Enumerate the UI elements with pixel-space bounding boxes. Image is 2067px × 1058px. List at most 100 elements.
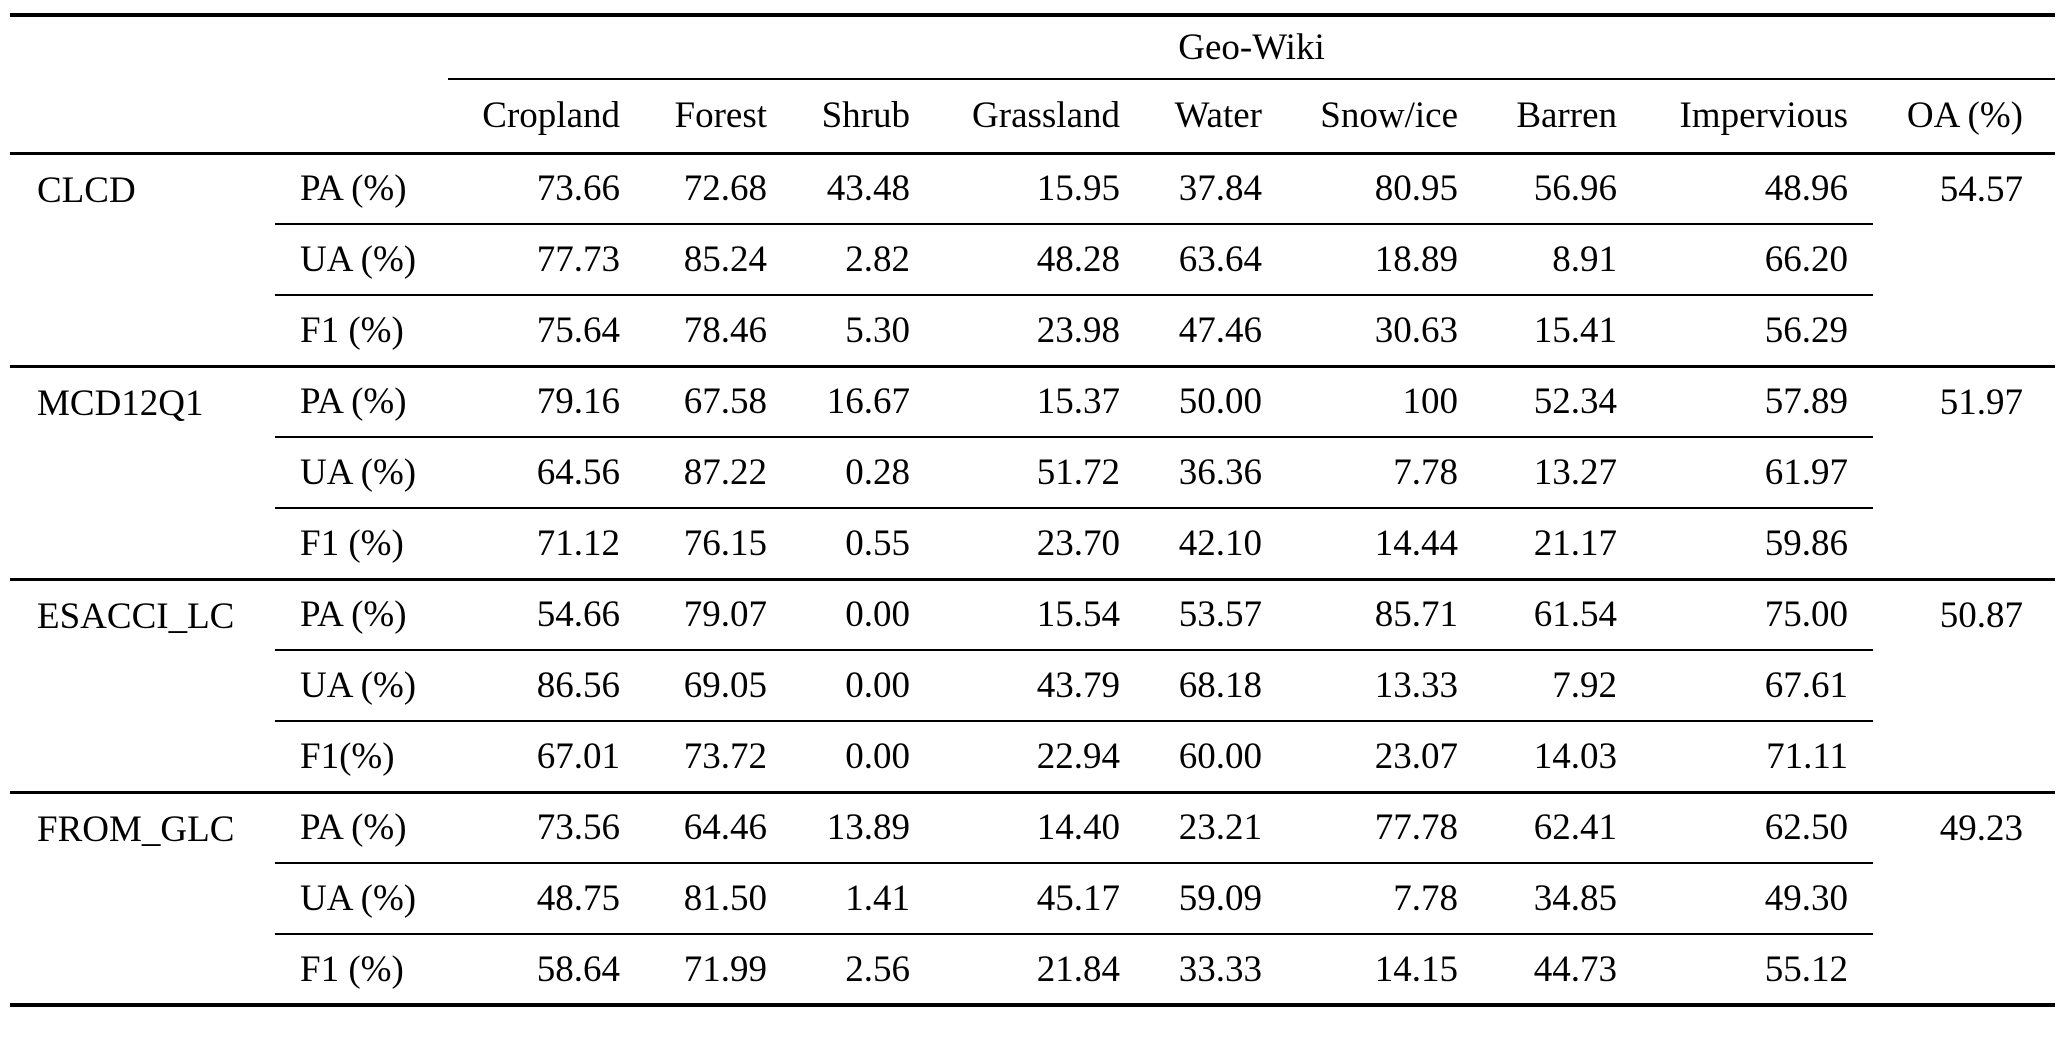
metric-label: PA (%) <box>275 579 448 651</box>
oa-cell <box>1873 295 2055 368</box>
value-cell: 73.56 <box>448 792 645 864</box>
value-cell: 51.72 <box>935 437 1145 509</box>
column-header: OA (%) <box>1873 79 2055 155</box>
value-cell: 48.28 <box>935 224 1145 296</box>
value-cell: 0.55 <box>792 508 935 581</box>
value-cell: 23.21 <box>1145 792 1287 864</box>
metric-label: PA (%) <box>275 792 448 864</box>
value-cell: 7.78 <box>1287 863 1483 935</box>
table-row: CLCD PA (%) 73.66 72.68 43.48 15.95 37.84 80.95… <box>10 153 2055 368</box>
value-cell: 48.75 <box>448 863 645 935</box>
value-cell: 57.89 <box>1642 366 1873 438</box>
value-cell: 33.33 <box>1178 948 1262 990</box>
value-cell: 8.91 <box>1483 224 1642 296</box>
value-cell: 37.84 <box>1145 153 1287 225</box>
group-header: Geo-Wiki <box>448 15 2055 80</box>
column-header: Barren <box>1483 79 1642 155</box>
value-cell: 48.96 <box>1642 153 1873 225</box>
value-cell: 59.09 <box>1145 863 1287 935</box>
metric-label: UA (%) <box>275 863 448 935</box>
value-cell: 0.00 <box>792 650 935 722</box>
column-header: Snow/ice <box>1287 79 1483 155</box>
value-cell: 72.68 <box>645 153 792 225</box>
value-cell: 14.44 <box>1287 508 1483 581</box>
column-header-row: Cropland Forest Shrub Grassland Water Snow/ic… <box>10 79 2055 155</box>
table-row: UA (%) 86.56 69.05 0.00 43.79 68.18 13.33 7.92 6… <box>10 650 2055 722</box>
value-cell: 58.64 <box>536 948 620 990</box>
oa-cell <box>1873 224 2055 295</box>
table-row: F1 (%) 75.64 78.46 5.30 23.98 47.46 30.63 15.41… <box>10 295 2055 368</box>
value-cell: 13.27 <box>1483 437 1642 509</box>
value-cell: 14.40 <box>935 792 1145 864</box>
value-cell: 0.28 <box>792 437 935 509</box>
metric-label: F1(%) <box>275 721 448 794</box>
value-cell: 71.12 <box>448 508 645 581</box>
value-cell: 55.12 <box>1764 948 1848 990</box>
metric-label: PA (%) <box>275 153 448 225</box>
value-cell: 80.95 <box>1287 153 1483 225</box>
oa-cell <box>1873 934 2055 1005</box>
table-row: UA (%) 77.73 85.24 2.82 48.28 63.64 18.89 8.91 6… <box>10 224 2055 296</box>
value-cell: 0.00 <box>792 579 935 651</box>
column-header: Shrub <box>792 79 935 155</box>
value-cell: 67.61 <box>1642 650 1873 722</box>
oa-cell <box>1873 863 2055 934</box>
value-cell: 43.48 <box>792 153 935 225</box>
value-cell: 77.78 <box>1287 792 1483 864</box>
value-cell: 56.96 <box>1483 153 1642 225</box>
product-label: FROM_GLC <box>37 808 235 850</box>
value-cell: 14.03 <box>1483 721 1642 794</box>
metric-label: UA (%) <box>275 650 448 722</box>
oa-cell: 49.23 <box>1939 807 2023 849</box>
value-cell: 61.54 <box>1483 579 1642 651</box>
value-cell: 77.73 <box>448 224 645 296</box>
value-cell: 79.16 <box>448 366 645 438</box>
value-cell: 23.70 <box>935 508 1145 581</box>
value-cell: 13.33 <box>1287 650 1483 722</box>
oa-cell: 51.97 <box>1939 381 2023 423</box>
empty-corner <box>10 15 448 79</box>
value-cell: 23.98 <box>935 295 1145 368</box>
value-cell: 100 <box>1287 366 1483 438</box>
value-cell: 67.58 <box>645 366 792 438</box>
value-cell: 67.01 <box>448 721 645 794</box>
value-cell: 36.36 <box>1145 437 1287 509</box>
value-cell: 18.89 <box>1287 224 1483 296</box>
value-cell: 23.07 <box>1287 721 1483 794</box>
value-cell: 16.67 <box>792 366 935 438</box>
column-header: Cropland <box>448 79 645 155</box>
value-cell: 85.24 <box>645 224 792 296</box>
metric-label: F1 (%) <box>300 948 404 990</box>
column-header: Grassland <box>935 79 1145 155</box>
column-header: Forest <box>645 79 792 155</box>
value-cell: 64.46 <box>645 792 792 864</box>
value-cell: 1.41 <box>792 863 935 935</box>
table-row: F1(%) 67.01 73.72 0.00 22.94 60.00 23.07 14.03 7… <box>10 721 2055 794</box>
value-cell: 68.18 <box>1145 650 1287 722</box>
metric-label: F1 (%) <box>275 508 448 581</box>
value-cell: 44.73 <box>1533 948 1617 990</box>
value-cell: 73.66 <box>448 153 645 225</box>
value-cell: 15.41 <box>1483 295 1642 368</box>
metric-label: F1 (%) <box>275 295 448 368</box>
value-cell: 69.05 <box>645 650 792 722</box>
table-row: UA (%) 64.56 87.22 0.28 51.72 36.36 7.78 13.27 6… <box>10 437 2055 509</box>
value-cell: 54.66 <box>448 579 645 651</box>
oa-cell: 50.87 <box>1939 594 2023 636</box>
table-row: MCD12Q1 PA (%) 79.16 67.58 16.67 15.37 50.00 10… <box>10 366 2055 581</box>
table-row: F1 (%) 58.64 71.99 2.56 21.84 33.33 14.15 44.73… <box>10 934 2055 1005</box>
value-cell: 2.82 <box>792 224 935 296</box>
table-row: UA (%) 48.75 81.50 1.41 45.17 59.09 7.78 34.85 4… <box>10 863 2055 935</box>
value-cell: 59.86 <box>1642 508 1873 581</box>
value-cell: 71.11 <box>1642 721 1873 794</box>
metric-label: PA (%) <box>275 366 448 438</box>
value-cell: 73.72 <box>645 721 792 794</box>
value-cell: 85.71 <box>1287 579 1483 651</box>
value-cell: 66.20 <box>1642 224 1873 296</box>
metric-label: UA (%) <box>275 224 448 296</box>
value-cell: 71.99 <box>683 948 767 990</box>
value-cell: 42.10 <box>1145 508 1287 581</box>
value-cell: 5.30 <box>792 295 935 368</box>
oa-cell <box>1873 721 2055 794</box>
metric-label: UA (%) <box>275 437 448 509</box>
